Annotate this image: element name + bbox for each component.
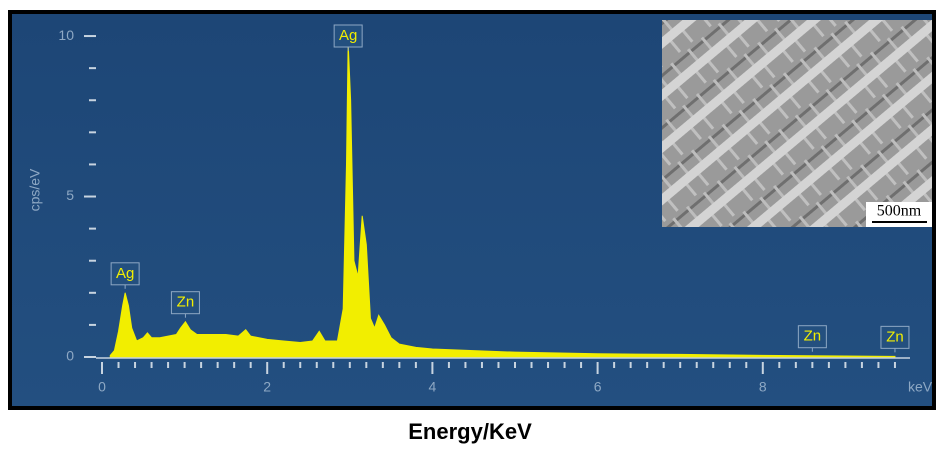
chart-title: Energy/KeV [408,419,532,444]
x-tick-label: 4 [429,379,437,395]
x-tick-label: 2 [263,379,271,395]
y-tick-label: 5 [66,187,74,203]
y-tick-label: 0 [66,348,74,364]
peak-label: Zn [177,294,195,311]
scale-label: 500nm [877,203,922,220]
page: {"chart_data": {"type": "area", "title":… [0,0,936,449]
peak-label: Ag [339,27,357,44]
peak-label: Zn [804,328,822,345]
sem-image [662,20,932,227]
x-tick-label: 0 [98,379,106,395]
peak-label: Zn [886,328,904,345]
peak-label: Ag [116,265,134,282]
y-tick-label: 10 [58,27,74,43]
y-axis-label: cps/eV [27,168,43,211]
chart: 500nm cps/eV keV Energy/KeV 0 5 10 0 2 4 6 8 Ag Z… [0,0,936,449]
inset-image: 500nm [662,20,932,227]
x-tick-label: 6 [594,379,602,395]
x-axis-label: keV [908,379,933,395]
x-tick-label: 8 [759,379,767,395]
